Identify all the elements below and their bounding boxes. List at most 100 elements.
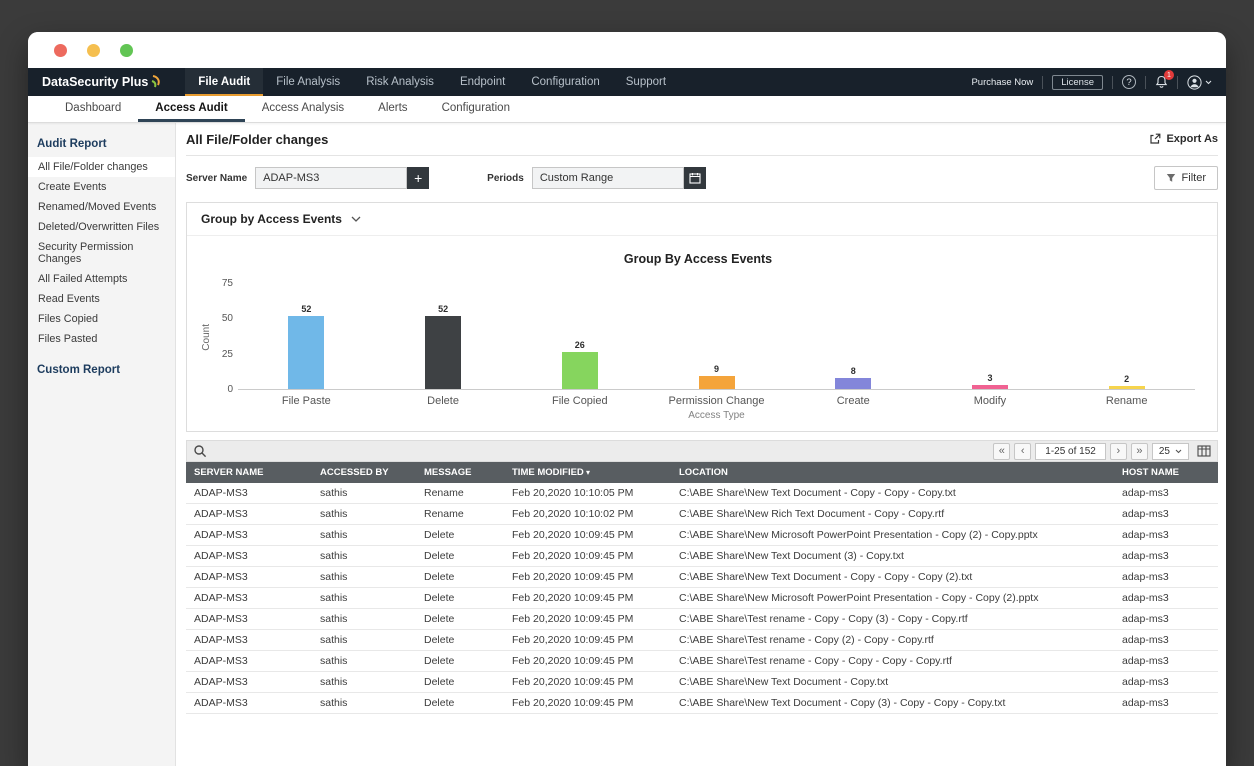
pagination-range: 1-25 of 152 <box>1035 442 1106 460</box>
bar-value-label: 8 <box>850 365 856 376</box>
minimize-window-button[interactable] <box>87 43 100 57</box>
subnav-item[interactable]: Access Analysis <box>245 96 361 122</box>
column-header-label: MESSAGE <box>424 467 472 478</box>
cell-message: Delete <box>416 692 504 714</box>
column-header[interactable]: SERVER NAME ▾ <box>186 462 312 483</box>
topnav-item-label: File Audit <box>198 76 251 88</box>
notifications-bell-icon[interactable]: 1 <box>1155 70 1174 89</box>
bar-file-copied[interactable]: 26 <box>511 340 648 389</box>
cell-location: C:\ABE Share\Test rename - Copy - Copy -… <box>671 650 1114 672</box>
subnav-item-label: Alerts <box>378 101 408 114</box>
bar-file-paste[interactable]: 52 <box>238 304 375 389</box>
chart-bars: 52 52 26 9 8 3 2 <box>238 284 1195 389</box>
bar-create[interactable]: 8 <box>785 366 922 389</box>
table-row[interactable]: ADAP-MS3 sathis Delete Feb 20,2020 10:09… <box>186 608 1218 630</box>
app-window: DataSecurity Plus File Audit File Analys… <box>28 32 1226 766</box>
sidebar: Audit Report All File/Folder changes Cre… <box>28 123 176 766</box>
cell-host-name: adap-ms3 <box>1114 629 1218 651</box>
subnav-item[interactable]: Alerts <box>361 96 424 122</box>
table-row[interactable]: ADAP-MS3 sathis Delete Feb 20,2020 10:09… <box>186 545 1218 567</box>
sidebar-item-label: Read Events <box>38 293 100 305</box>
cell-host-name: adap-ms3 <box>1114 671 1218 693</box>
sidebar-item[interactable]: Files Pasted <box>28 329 175 349</box>
cell-time-modified: Feb 20,2020 10:10:05 PM <box>504 483 671 504</box>
chart-body: Count 0 25 50 75 52 52 26 9 8 3 2 File Paste Delet… <box>201 278 1195 421</box>
cell-time-modified: Feb 20,2020 10:09:45 PM <box>504 524 671 546</box>
sidebar-item[interactable]: Deleted/Overwritten Files <box>28 217 175 237</box>
brand-logo[interactable]: DataSecurity Plus <box>42 68 163 96</box>
bar-permission-change[interactable]: 9 <box>648 364 785 389</box>
next-page-button[interactable]: › <box>1109 442 1127 460</box>
close-window-button[interactable] <box>54 43 67 57</box>
sidebar-item[interactable]: Read Events <box>28 289 175 309</box>
maximize-window-button[interactable] <box>120 43 133 57</box>
user-account-menu[interactable] <box>1187 74 1212 90</box>
subnav-item[interactable]: Access Audit <box>138 96 245 122</box>
column-header[interactable]: LOCATION ▾ <box>671 462 1114 483</box>
bar-modify[interactable]: 3 <box>922 373 1059 389</box>
chart-plot-area: 52 52 26 9 8 3 2 <box>238 284 1195 390</box>
topnav-item[interactable]: Support <box>613 68 679 96</box>
add-server-button[interactable]: + <box>407 167 430 189</box>
table-row[interactable]: ADAP-MS3 sathis Delete Feb 20,2020 10:09… <box>186 524 1218 546</box>
export-as-label: Export As <box>1166 133 1218 145</box>
export-as-button[interactable]: Export As <box>1149 133 1218 145</box>
sidebar-item[interactable]: All File/Folder changes <box>28 157 175 177</box>
calendar-button[interactable] <box>683 167 706 189</box>
sidebar-item[interactable]: Renamed/Moved Events <box>28 197 175 217</box>
topnav-item[interactable]: Configuration <box>518 68 612 96</box>
table-row[interactable]: ADAP-MS3 sathis Delete Feb 20,2020 10:09… <box>186 566 1218 588</box>
table-row[interactable]: ADAP-MS3 sathis Delete Feb 20,2020 10:09… <box>186 587 1218 609</box>
column-settings-icon[interactable] <box>1197 445 1211 457</box>
window-titlebar <box>28 32 1226 68</box>
column-header[interactable]: HOST NAME ▾ <box>1114 462 1218 483</box>
bar-rename[interactable]: 2 <box>1058 374 1195 389</box>
filter-button[interactable]: Filter <box>1153 166 1218 190</box>
topnav-item[interactable]: Risk Analysis <box>353 68 447 96</box>
group-by-dropdown[interactable]: Group by Access Events <box>187 203 1217 236</box>
column-header[interactable]: MESSAGE ▾ <box>416 462 504 483</box>
bar-rect <box>561 352 598 389</box>
topnav-item[interactable]: File Audit <box>185 68 264 96</box>
purchase-now-link[interactable]: Purchase Now <box>971 76 1034 88</box>
subnav-item[interactable]: Configuration <box>425 96 527 122</box>
sidebar-item[interactable]: Security Permission Changes <box>28 237 175 269</box>
cell-accessed-by: sathis <box>312 483 416 504</box>
sidebar-item[interactable]: All Failed Attempts <box>28 269 175 289</box>
x-tick-label: Modify <box>973 395 1007 407</box>
first-page-button[interactable]: « <box>993 442 1011 460</box>
prev-page-button[interactable]: ‹ <box>1014 442 1032 460</box>
table-row[interactable]: ADAP-MS3 sathis Delete Feb 20,2020 10:09… <box>186 671 1218 693</box>
chart-panel: Group by Access Events Group By Access E… <box>186 202 1218 432</box>
page-size-select[interactable]: 25 <box>1151 442 1189 460</box>
sidebar-item[interactable]: Create Events <box>28 177 175 197</box>
bar-chart: Group By Access Events Count 0 25 50 75 52 5… <box>187 236 1217 431</box>
topnav-item[interactable]: File Analysis <box>263 68 353 96</box>
cell-accessed-by: sathis <box>312 629 416 651</box>
y-tick-label: 25 <box>221 348 233 360</box>
cell-accessed-by: sathis <box>312 545 416 567</box>
subnav-item[interactable]: Dashboard <box>48 96 138 122</box>
table-row[interactable]: ADAP-MS3 sathis Delete Feb 20,2020 10:09… <box>186 650 1218 672</box>
cell-time-modified: Feb 20,2020 10:09:45 PM <box>504 650 671 672</box>
column-header[interactable]: TIME MODIFIED ▾ <box>504 462 671 483</box>
topnav-item[interactable]: Endpoint <box>447 68 518 96</box>
server-name-input[interactable]: ADAP-MS3 <box>255 167 408 189</box>
last-page-button[interactable]: » <box>1130 442 1148 460</box>
periods-label: Periods <box>487 172 524 184</box>
column-header[interactable]: ACCESSED BY ▾ <box>312 462 416 483</box>
cell-accessed-by: sathis <box>312 650 416 672</box>
sidebar-item-custom-report[interactable]: Custom Report <box>37 364 121 376</box>
license-button[interactable]: License <box>1052 74 1103 90</box>
search-icon[interactable] <box>193 444 207 458</box>
table-row[interactable]: ADAP-MS3 sathis Delete Feb 20,2020 10:09… <box>186 692 1218 714</box>
table-row[interactable]: ADAP-MS3 sathis Rename Feb 20,2020 10:10… <box>186 483 1218 504</box>
table-row[interactable]: ADAP-MS3 sathis Delete Feb 20,2020 10:09… <box>186 629 1218 651</box>
sidebar-item[interactable]: Files Copied <box>28 309 175 329</box>
periods-input[interactable]: Custom Range <box>531 167 684 189</box>
help-icon[interactable]: ? <box>1122 75 1136 89</box>
table-toolbar: « ‹ 1-25 of 152 › » 25 <box>186 440 1218 462</box>
bar-delete[interactable]: 52 <box>375 304 512 389</box>
chevron-down-icon <box>351 216 361 222</box>
table-row[interactable]: ADAP-MS3 sathis Rename Feb 20,2020 10:10… <box>186 503 1218 525</box>
